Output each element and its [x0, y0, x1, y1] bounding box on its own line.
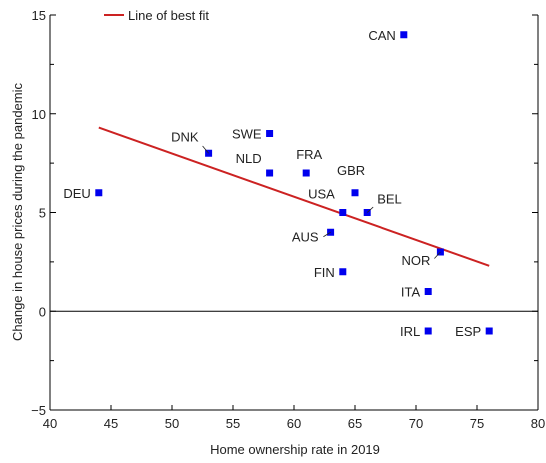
y-tick-label: 5 — [39, 206, 46, 221]
data-label-can: CAN — [368, 28, 395, 43]
data-label-nor: NOR — [402, 253, 431, 268]
leader-line-bel — [366, 206, 374, 213]
data-label-deu: DEU — [63, 186, 90, 201]
data-point-swe — [266, 130, 274, 137]
y-tick-label: −5 — [31, 403, 46, 418]
legend: Line of best fit — [104, 8, 209, 23]
data-point-ita — [424, 288, 432, 295]
x-axis-title: Home ownership rate in 2019 — [210, 442, 380, 457]
x-tick-label: 40 — [43, 416, 57, 431]
y-tick-label: 10 — [32, 107, 46, 122]
legend-label: Line of best fit — [128, 8, 209, 23]
x-tick-label: 60 — [287, 416, 301, 431]
x-tick-label: 75 — [470, 416, 484, 431]
x-tick-label: 45 — [104, 416, 118, 431]
x-tick-label: 70 — [409, 416, 423, 431]
fit-line — [98, 126, 490, 267]
data-label-fra: FRA — [296, 147, 322, 162]
data-point-can — [400, 31, 408, 39]
data-label-nld: NLD — [236, 151, 262, 166]
data-point-fin — [339, 268, 347, 276]
leader-line-aus — [323, 231, 331, 238]
data-label-swe: SWE — [232, 127, 262, 142]
x-tick-label: 50 — [165, 416, 179, 431]
y-tick-label: 15 — [32, 8, 46, 23]
data-label-aus: AUS — [292, 229, 319, 244]
data-point-usa — [339, 209, 347, 216]
data-point-esp — [485, 327, 493, 335]
y-axis-title: Change in house prices during the pandem… — [10, 83, 25, 342]
data-label-ita: ITA — [401, 285, 421, 300]
data-label-usa: USA — [308, 187, 335, 202]
data-label-gbr: GBR — [337, 163, 365, 178]
data-point-gbr — [351, 189, 359, 197]
data-point-fra — [302, 169, 310, 177]
data-label-dnk: DNK — [171, 129, 199, 144]
fit-line-group — [98, 126, 490, 267]
data-label-bel: BEL — [377, 192, 402, 207]
x-tick-label: 55 — [226, 416, 240, 431]
leader-line-nor — [434, 251, 441, 259]
leader-line-dnk — [202, 145, 209, 154]
data-point-nld — [266, 169, 274, 177]
axes: 40 45 50 55 60 65 70 75 80 −5 0 5 10 15 — [31, 8, 545, 431]
data-label-esp: ESP — [455, 324, 481, 339]
x-tick-label: 80 — [531, 416, 545, 431]
y-tick-label: 0 — [39, 304, 46, 319]
data-label-fin: FIN — [314, 265, 335, 280]
data-point-irl — [424, 327, 432, 335]
data-label-irl: IRL — [400, 324, 420, 339]
x-tick-label: 65 — [348, 416, 362, 431]
data-point-deu — [95, 189, 103, 197]
data-points: CAN DNK SWE NLD FRA GBR DEU USA BEL AUS NOR FIN ITA I… — [63, 28, 493, 339]
